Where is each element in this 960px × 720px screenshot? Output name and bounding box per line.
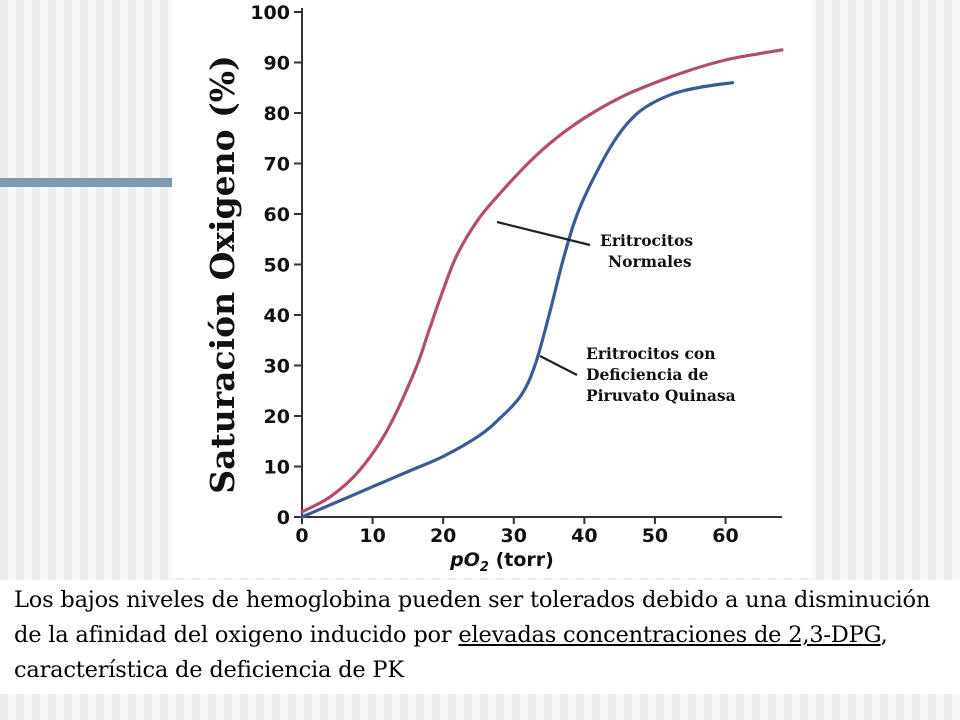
caption-text-before: Los bajos niveles de hemoglobina pueden … xyxy=(14,587,931,648)
x-tick-label: 10 xyxy=(359,525,385,547)
x-tick-label: 60 xyxy=(712,525,738,547)
y-tick-label: 20 xyxy=(264,406,290,428)
x-tick-label: 40 xyxy=(571,525,597,547)
x-tick-label: 30 xyxy=(501,525,527,547)
x-tick-label: 20 xyxy=(430,525,456,547)
caption-text-after: , característica de deficiencia de PK xyxy=(14,622,888,683)
y-tick-label: 100 xyxy=(250,2,290,24)
y-tick-label: 0 xyxy=(277,507,290,529)
annotation-pk-deficiency-label: Eritrocitos con Deficiencia de Piruvato Qu… xyxy=(586,344,736,405)
series-layer xyxy=(300,48,784,519)
y-tick-label: 70 xyxy=(264,154,290,176)
x-tick-label: 0 xyxy=(295,525,308,547)
y-tick-label: 90 xyxy=(264,53,290,75)
caption-underlined-phrase: elevadas concentraciones de 2,3-DPG xyxy=(458,622,881,648)
x-tick-label: 50 xyxy=(642,525,668,547)
y-tick-label: 80 xyxy=(264,103,290,125)
slide-caption: Los bajos niveles de hemoglobina pueden … xyxy=(0,580,960,694)
x-axis-title: pO2 (torr) xyxy=(449,549,554,575)
annotations-layer: Eritrocitos Normales Eritrocitos con Defici… xyxy=(496,220,736,405)
y-tick-label: 50 xyxy=(264,255,290,277)
chart-panel: 0 10 20 30 40 50 60 70 80 90 100 0 10 20 30 40 50 60 pO2 (… xyxy=(172,0,812,578)
y-tick-label: 60 xyxy=(264,204,290,226)
y-axis-title: Saturación Oxigeno (%) xyxy=(203,55,242,493)
slide-accent-bar xyxy=(0,178,172,187)
annotation-normal-leader xyxy=(496,220,591,247)
y-tick-label: 10 xyxy=(264,457,290,479)
y-tick-label: 40 xyxy=(264,305,290,327)
y-tick-label: 30 xyxy=(264,356,290,378)
axes: 0 10 20 30 40 50 60 70 80 90 100 0 10 20 30 40 50 60 pO2 (… xyxy=(203,2,782,575)
oxygen-dissociation-chart: 0 10 20 30 40 50 60 70 80 90 100 0 10 20 30 40 50 60 pO2 (… xyxy=(203,2,784,575)
normal-erythrocytes-curve xyxy=(300,48,784,514)
annotation-normal-label: Eritrocitos Normales xyxy=(600,231,693,271)
pk-deficiency-curve xyxy=(300,81,735,519)
annotation-pk-deficiency-leader xyxy=(539,355,578,376)
caption-paragraph: Los bajos niveles de hemoglobina pueden … xyxy=(0,580,960,688)
